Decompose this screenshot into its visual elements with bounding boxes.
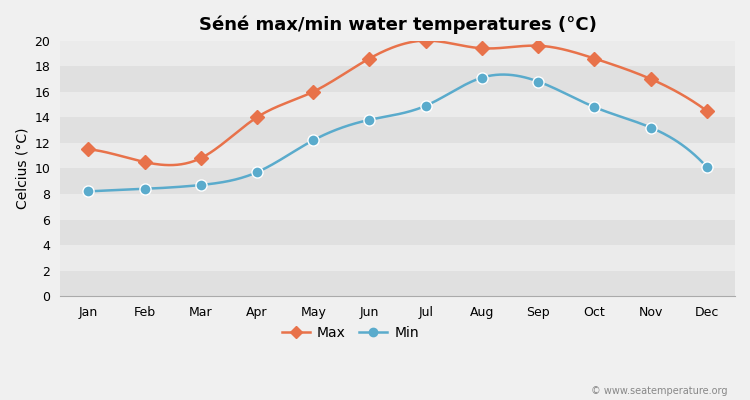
Bar xyxy=(60,271,735,296)
Bar xyxy=(60,168,735,194)
Bar xyxy=(60,92,735,117)
Title: Séné max/min water temperatures (°C): Séné max/min water temperatures (°C) xyxy=(199,15,596,34)
Bar xyxy=(60,194,735,220)
Bar xyxy=(60,41,735,66)
Y-axis label: Celcius (°C): Celcius (°C) xyxy=(15,128,29,209)
Bar xyxy=(60,143,735,168)
Text: © www.seatemperature.org: © www.seatemperature.org xyxy=(591,386,728,396)
Legend: Max, Min: Max, Min xyxy=(276,320,424,346)
Bar xyxy=(60,117,735,143)
Bar xyxy=(60,245,735,271)
Bar xyxy=(60,220,735,245)
Bar xyxy=(60,66,735,92)
